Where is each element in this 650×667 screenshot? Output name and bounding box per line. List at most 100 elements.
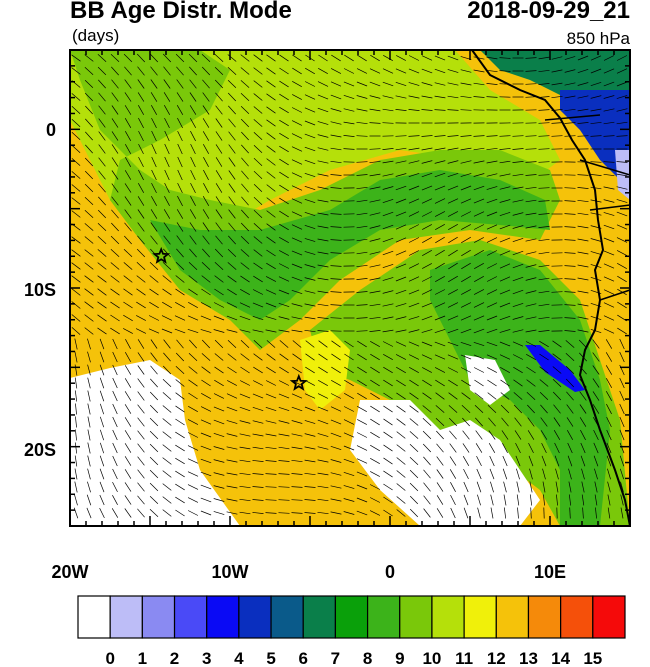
wind-barb xyxy=(162,365,172,375)
wind-barb xyxy=(110,275,120,283)
wind-barb xyxy=(486,237,498,243)
wind-barb xyxy=(434,315,446,321)
wind-barb xyxy=(213,406,225,412)
wind-barb xyxy=(370,353,380,361)
wind-barb xyxy=(240,80,250,88)
wind-barb xyxy=(357,392,367,400)
wind-barb xyxy=(423,508,431,518)
wind-barb xyxy=(421,341,433,347)
colorbar xyxy=(77,595,626,639)
wind-barb xyxy=(603,121,615,125)
wind-barb xyxy=(214,275,224,283)
wind-barb xyxy=(174,328,186,334)
wind-barb xyxy=(395,173,407,177)
wind-barb xyxy=(137,404,145,414)
wind-barb xyxy=(499,57,511,59)
wind-barb xyxy=(241,183,249,193)
wind-barb xyxy=(87,377,91,389)
wind-barb xyxy=(474,237,484,243)
colorbar-swatch xyxy=(77,595,111,639)
wind-barb xyxy=(603,108,615,112)
wind-barb xyxy=(292,340,302,348)
colorbar-swatch xyxy=(173,595,208,639)
wind-barb xyxy=(330,174,342,176)
wind-barb xyxy=(239,459,251,463)
wind-barb xyxy=(356,95,368,99)
wind-barb xyxy=(291,473,303,475)
wind-barb xyxy=(304,420,316,424)
wind-barb xyxy=(489,455,495,467)
wind-barb xyxy=(566,404,574,414)
wind-barb xyxy=(124,443,132,453)
wind-barb xyxy=(150,365,158,375)
wind-barb xyxy=(304,107,316,113)
wind-barb xyxy=(370,54,380,62)
wind-barb xyxy=(84,236,94,244)
wind-barb xyxy=(538,290,550,294)
wind-barb xyxy=(447,198,459,204)
wind-barb xyxy=(253,67,263,75)
wind-barb xyxy=(512,289,524,295)
wind-barb xyxy=(538,264,550,268)
wind-barb xyxy=(266,262,276,270)
wind-barb xyxy=(538,213,550,215)
wind-barb xyxy=(357,419,367,425)
wind-barb xyxy=(317,472,329,476)
colorbar-label: 15 xyxy=(583,649,602,667)
wind-barb xyxy=(382,341,394,347)
wind-barb xyxy=(253,170,263,180)
wind-barb xyxy=(214,262,224,270)
wind-barb xyxy=(408,341,420,347)
wind-barb xyxy=(619,338,625,350)
wind-barb xyxy=(542,468,546,480)
wind-barb xyxy=(408,302,420,308)
wind-barb xyxy=(552,366,562,374)
wind-barb xyxy=(447,109,459,111)
wind-barb xyxy=(278,499,290,501)
wind-barb xyxy=(434,147,446,151)
wind-barb xyxy=(291,393,303,399)
wind-barb xyxy=(435,249,445,257)
wind-barb xyxy=(188,53,198,63)
wind-barb xyxy=(564,200,576,202)
wind-barb xyxy=(200,432,212,438)
wind-barb xyxy=(460,211,472,217)
wind-barb xyxy=(512,135,524,137)
wind-barb xyxy=(553,417,561,427)
wind-barb xyxy=(383,392,393,400)
wind-barb xyxy=(124,131,132,141)
colorbar-swatch xyxy=(141,595,176,639)
wind-barb xyxy=(75,403,77,415)
wind-barb xyxy=(356,225,368,229)
wind-barb xyxy=(539,379,549,387)
wind-barb xyxy=(112,338,118,350)
wind-barb xyxy=(162,392,172,400)
wind-barb xyxy=(551,122,563,124)
wind-barb xyxy=(605,365,613,375)
wind-barb xyxy=(137,430,145,440)
wind-barb xyxy=(408,198,420,204)
wind-barb xyxy=(253,54,263,62)
colorbar-label: 7 xyxy=(331,649,340,667)
wind-barb xyxy=(486,198,498,204)
region-darkgreen-south xyxy=(430,250,610,526)
wind-barb xyxy=(603,224,615,230)
wind-barb xyxy=(239,446,251,450)
wind-barb xyxy=(213,485,225,489)
wind-barb xyxy=(265,512,277,514)
wind-barb xyxy=(162,275,172,283)
wind-barb xyxy=(331,379,341,387)
wind-barb xyxy=(606,455,612,467)
wind-barb xyxy=(581,494,585,506)
wind-barb xyxy=(396,509,406,517)
wind-barb xyxy=(202,248,210,258)
wind-barb xyxy=(540,430,548,440)
wind-barb xyxy=(343,94,355,100)
wind-barb xyxy=(460,354,472,360)
wind-barb xyxy=(539,391,549,401)
wind-barb xyxy=(553,430,561,440)
wind-barb xyxy=(239,485,251,489)
wind-barb xyxy=(112,455,118,467)
wind-barb xyxy=(99,416,105,428)
wind-barb xyxy=(529,468,533,480)
